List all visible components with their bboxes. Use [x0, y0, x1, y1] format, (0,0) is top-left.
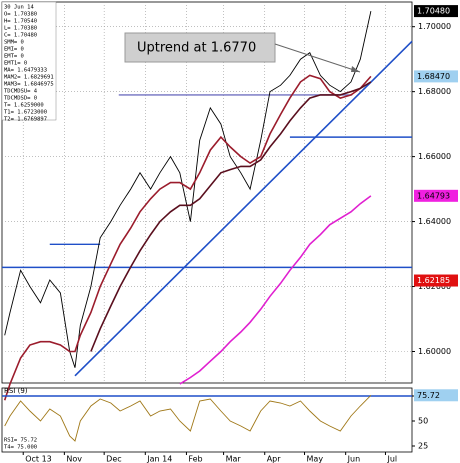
price-marker — [414, 189, 458, 202]
y-tick-label: 1.60000 — [418, 347, 451, 356]
info-line: T= 1.6259000 — [4, 103, 44, 109]
x-tick-label: Nov — [66, 455, 82, 463]
price-marker — [414, 5, 458, 18]
series-line — [179, 195, 372, 385]
info-line: EMT= 0 — [4, 54, 24, 60]
info-line: MAM2= 1.6829691 — [4, 75, 54, 81]
x-tick-label: Jul — [386, 455, 397, 463]
info-line: H= 1.70540 — [4, 19, 37, 25]
x-tick-label: Feb — [188, 455, 202, 463]
x-tick-label: Oct 13 — [25, 455, 52, 463]
price-marker-label: 75.72 — [417, 391, 440, 400]
series-line — [4, 11, 372, 368]
info-line: C= 1.70480 — [4, 33, 37, 39]
trendline — [74, 40, 413, 377]
rsi-title: RSI (9) — [4, 387, 28, 395]
y-tick-label: 50 — [418, 417, 428, 426]
info-line: T4= 75.000 — [4, 445, 37, 451]
price-marker-label: 1.70480 — [417, 7, 450, 16]
info-line: O= 1.70380 — [4, 12, 37, 18]
y-tick-label: 1.64000 — [418, 217, 451, 226]
y-tick-label: 1.62000 — [418, 282, 451, 291]
x-tick-label: Jun — [347, 455, 361, 463]
info-line: T2= 1.6769897 — [4, 117, 47, 123]
info-line: TDCMDSD= 0 — [4, 96, 37, 102]
series-line — [4, 394, 372, 442]
annotation-arrow — [274, 43, 361, 73]
y-tick-label: 1.68000 — [418, 87, 451, 96]
x-tick-label: May — [307, 455, 324, 463]
price-marker-label: 1.62185 — [417, 276, 450, 285]
rsi-panel — [1, 387, 413, 453]
x-tick-label: Apr — [267, 455, 282, 463]
info-line: MA= 1.6479333 — [4, 68, 47, 74]
price-marker — [414, 70, 458, 83]
info-line: TDCMDSU= 4 — [4, 89, 38, 95]
x-tick-label: Dec — [106, 455, 121, 463]
x-tick-label: Mar — [226, 455, 242, 463]
info-line: EMT1= 0 — [4, 61, 27, 67]
annotation: Uptrend at 1.6770 — [137, 41, 256, 56]
y-tick-label: 1.66000 — [418, 152, 451, 161]
info-line: 30 Jun 14 — [4, 5, 34, 11]
price-marker — [414, 389, 458, 402]
info-line: T1= 1.6723000 — [4, 110, 47, 116]
annotation-box — [124, 32, 276, 63]
info-line: SMM= 0 — [4, 40, 24, 46]
info-line: MAM3= 1.6846975 — [4, 82, 54, 88]
series-line — [90, 81, 372, 352]
price-panel — [1, 1, 413, 384]
price-marker-label: 1.68470 — [417, 72, 450, 81]
arrow-head — [351, 66, 360, 72]
y-tick-label: 1.70000 — [418, 22, 451, 31]
info-box — [1, 1, 57, 121]
info-line: RSI= 75.72 — [4, 438, 37, 444]
series-line — [3, 74, 372, 401]
price-marker — [414, 274, 458, 287]
x-tick-label: Jan 14 — [146, 455, 172, 463]
info-line: EMI= 0 — [4, 47, 24, 53]
price-marker-label: 1.64793 — [417, 191, 450, 200]
info-line: L= 1.70380 — [4, 26, 37, 32]
y-tick-label: 25 — [418, 442, 428, 451]
